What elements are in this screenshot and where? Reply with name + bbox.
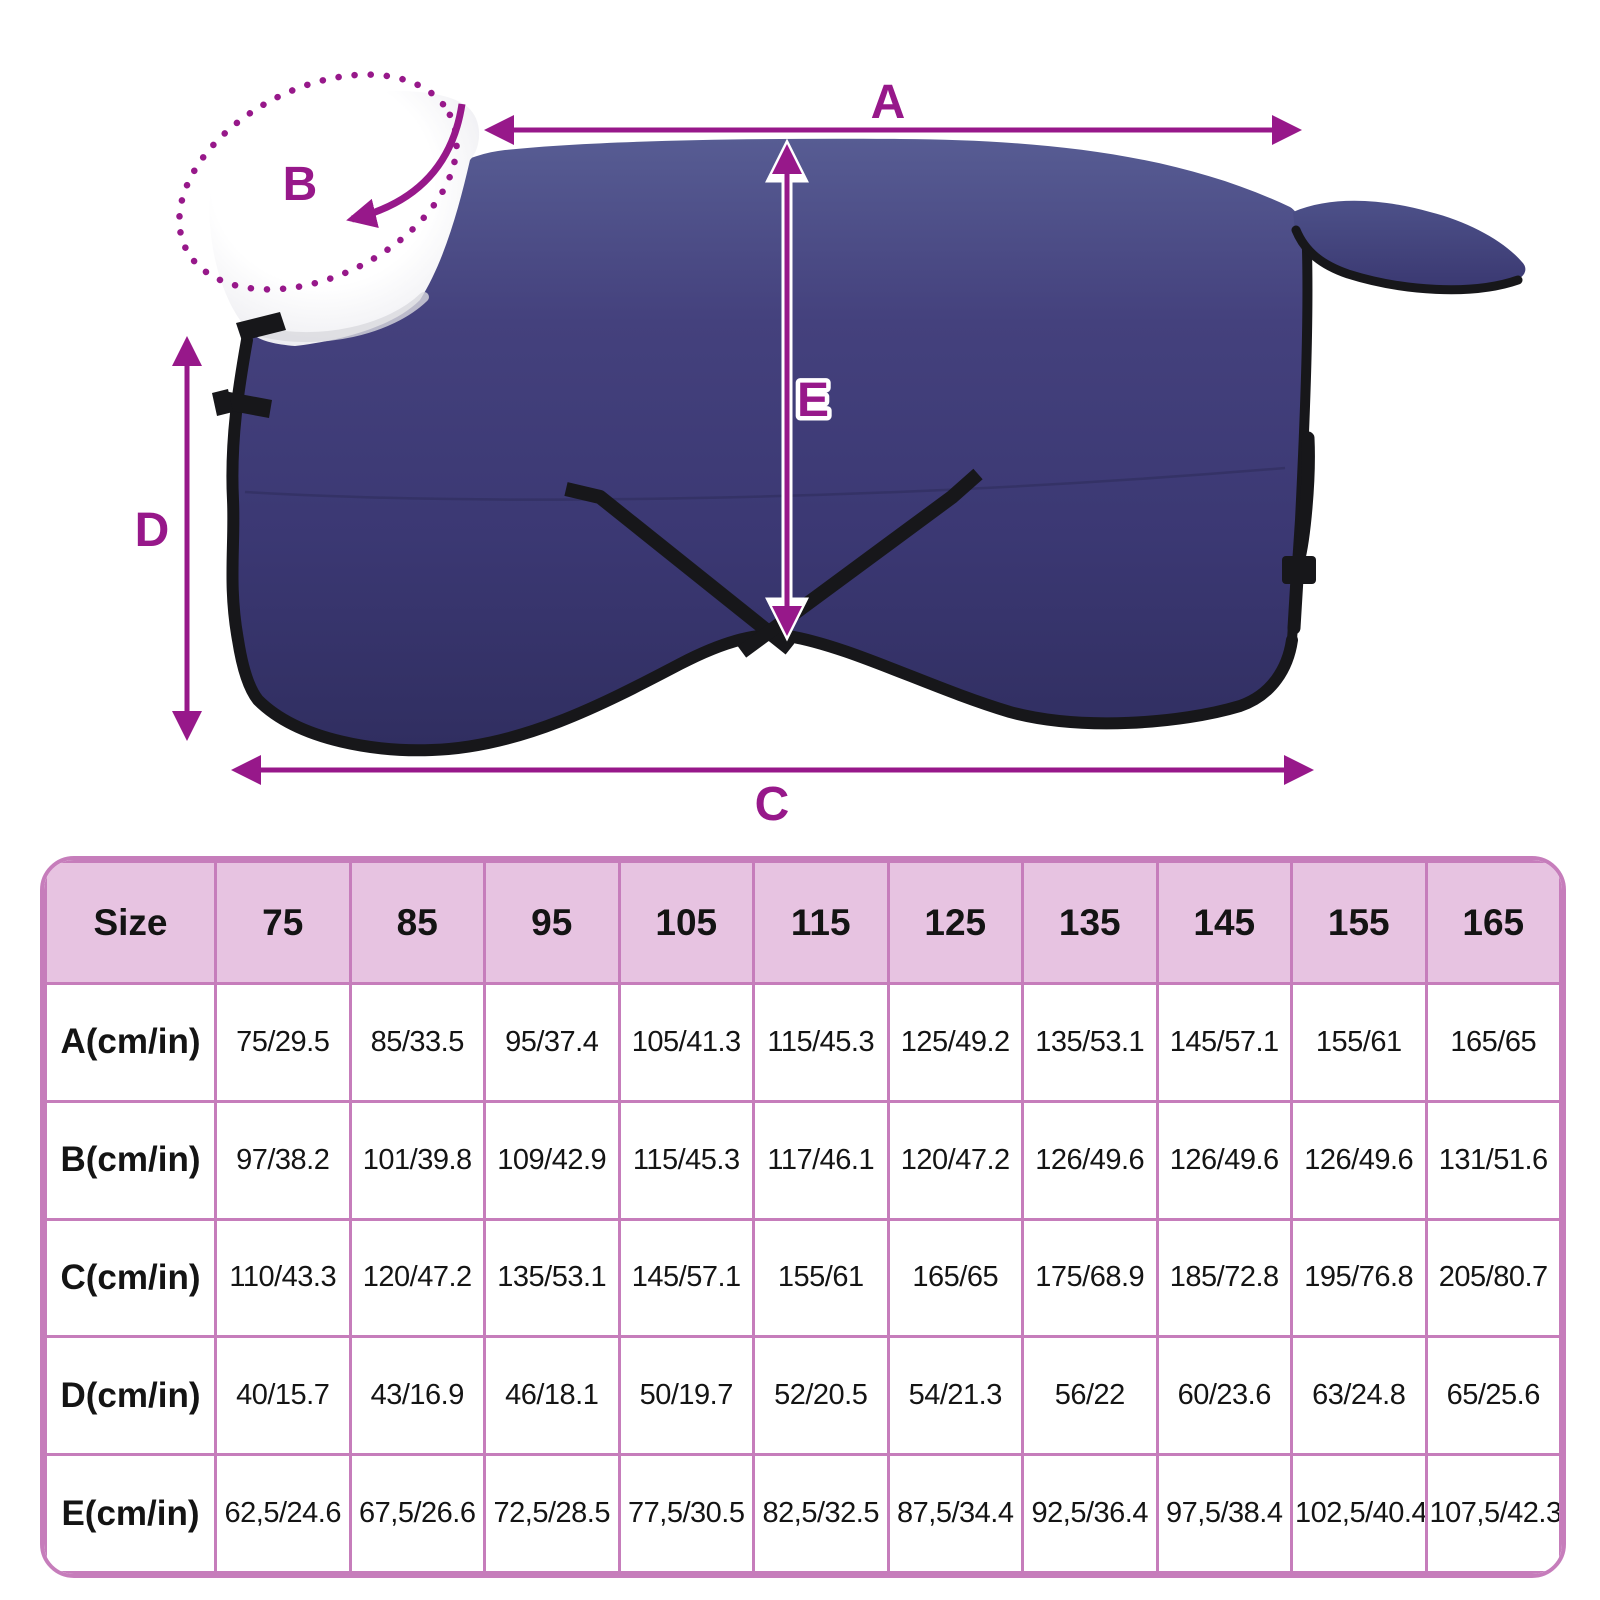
measure-ellipse-b xyxy=(176,71,460,293)
fleece-collar xyxy=(209,91,480,346)
size-header-cell: 105 xyxy=(617,860,755,985)
value-cell: 43/16.9 xyxy=(348,1335,486,1457)
size-table-header-row: Size 75 85 95 105 115 125 135 145 155 165 xyxy=(44,860,1562,985)
value-cell: 165/65 xyxy=(886,1217,1024,1339)
measure-label-c: C xyxy=(755,778,790,831)
value-cell: 120/47.2 xyxy=(348,1217,486,1339)
chest-tab-lower xyxy=(221,391,272,418)
chest-tab-keeper xyxy=(212,389,233,416)
value-cell: 87,5/34.4 xyxy=(886,1453,1024,1574)
rear-strap-buckle xyxy=(1282,556,1316,584)
size-table-body: Size 75 85 95 105 115 125 135 145 155 165 A(cm/in) 7… xyxy=(44,860,1562,1574)
value-cell: 101/39.8 xyxy=(348,1099,486,1221)
value-cell: 175/68.9 xyxy=(1021,1217,1159,1339)
value-cell: 52/20.5 xyxy=(752,1335,890,1457)
belly-strap-right xyxy=(737,468,983,658)
value-cell: 50/19.7 xyxy=(617,1335,755,1457)
value-cell: 72,5/28.5 xyxy=(483,1453,621,1574)
size-header-cell: 125 xyxy=(886,860,1024,985)
value-cell: 67,5/26.6 xyxy=(348,1453,486,1574)
measure-label-a: A xyxy=(871,76,906,129)
value-cell: 126/49.6 xyxy=(1290,1099,1428,1221)
size-table-row: D(cm/in) 40/15.7 43/16.9 46/18.1 50/19.7 52/2… xyxy=(44,1335,1562,1457)
value-cell: 120/47.2 xyxy=(886,1099,1024,1221)
row-label-cell: B(cm/in) xyxy=(44,1099,217,1221)
value-cell: 77,5/30.5 xyxy=(617,1453,755,1574)
size-header-cell: 75 xyxy=(214,860,352,985)
value-cell: 135/53.1 xyxy=(1021,982,1159,1103)
value-cell: 97/38.2 xyxy=(214,1099,352,1221)
collar-fold-shadow xyxy=(257,292,429,342)
value-cell: 105/41.3 xyxy=(617,982,755,1103)
value-cell: 117/46.1 xyxy=(752,1099,890,1221)
row-label-cell: E(cm/in) xyxy=(44,1453,217,1574)
measure-label-b: B xyxy=(283,158,318,211)
value-cell: 135/53.1 xyxy=(483,1217,621,1339)
value-cell: 97,5/38.4 xyxy=(1155,1453,1293,1574)
size-table: Size 75 85 95 105 115 125 135 145 155 165 A(cm/in) 7… xyxy=(44,860,1562,1574)
row-label-cell: A(cm/in) xyxy=(44,982,217,1103)
size-header-cell: 95 xyxy=(483,860,621,985)
size-header-cell: 145 xyxy=(1155,860,1293,985)
value-cell: 115/45.3 xyxy=(752,982,890,1103)
value-cell: 95/37.4 xyxy=(483,982,621,1103)
value-cell: 54/21.3 xyxy=(886,1335,1024,1457)
size-table-row: A(cm/in) 75/29.5 85/33.5 95/37.4 105/41.3 115… xyxy=(44,982,1562,1103)
value-cell: 145/57.1 xyxy=(617,1217,755,1339)
value-cell: 92,5/36.4 xyxy=(1021,1453,1159,1574)
blanket-seam xyxy=(244,466,1286,501)
value-cell: 62,5/24.6 xyxy=(214,1453,352,1574)
size-header-cell: 165 xyxy=(1424,860,1562,985)
measure-label-e: E xyxy=(797,374,829,427)
row-label-cell: D(cm/in) xyxy=(44,1335,217,1457)
chest-tab-upper xyxy=(236,312,286,341)
size-table-row: E(cm/in) 62,5/24.6 67,5/26.6 72,5/28.5 77,5/… xyxy=(44,1453,1562,1574)
value-cell: 109/42.9 xyxy=(483,1099,621,1221)
value-cell: 131/51.6 xyxy=(1424,1099,1562,1221)
tail-flap xyxy=(1293,200,1526,290)
size-table-row: B(cm/in) 97/38.2 101/39.8 109/42.9 115/45.3 1… xyxy=(44,1099,1562,1221)
horse-blanket-measurement-diagram: A B C D E xyxy=(135,71,1526,831)
size-header-cell: 155 xyxy=(1290,860,1428,985)
row-label-cell: C(cm/in) xyxy=(44,1217,217,1339)
measure-arc-b xyxy=(346,103,466,228)
value-cell: 115/45.3 xyxy=(617,1099,755,1221)
tail-flap-binding xyxy=(1291,225,1523,295)
size-table-row: C(cm/in) 110/43.3 120/47.2 135/53.1 145/57.1… xyxy=(44,1217,1562,1339)
value-cell: 155/61 xyxy=(752,1217,890,1339)
belly-strap-left xyxy=(564,482,795,655)
blanket-bottom-binding xyxy=(226,334,1298,757)
value-cell: 125/49.2 xyxy=(886,982,1024,1103)
value-cell: 65/25.6 xyxy=(1424,1335,1562,1457)
value-cell: 126/49.6 xyxy=(1155,1099,1293,1221)
value-cell: 126/49.6 xyxy=(1021,1099,1159,1221)
value-cell: 145/57.1 xyxy=(1155,982,1293,1103)
value-cell: 185/72.8 xyxy=(1155,1217,1293,1339)
size-column-title-cell: Size xyxy=(44,860,217,985)
size-header-cell: 135 xyxy=(1021,860,1159,985)
size-header-cell: 115 xyxy=(752,860,890,985)
value-cell: 75/29.5 xyxy=(214,982,352,1103)
value-cell: 40/15.7 xyxy=(214,1335,352,1457)
value-cell: 107,5/42.3 xyxy=(1424,1453,1562,1574)
measure-label-d: D xyxy=(135,504,170,557)
value-cell: 195/76.8 xyxy=(1290,1217,1428,1339)
size-table-container: Size 75 85 95 105 115 125 135 145 155 165 A(cm/in) 7… xyxy=(40,856,1566,1578)
value-cell: 82,5/32.5 xyxy=(752,1453,890,1574)
value-cell: 110/43.3 xyxy=(214,1217,352,1339)
value-cell: 205/80.7 xyxy=(1424,1217,1562,1339)
value-cell: 46/18.1 xyxy=(483,1335,621,1457)
size-header-cell: 85 xyxy=(348,860,486,985)
value-cell: 155/61 xyxy=(1290,982,1428,1103)
value-cell: 56/22 xyxy=(1021,1335,1159,1457)
value-cell: 63/24.8 xyxy=(1290,1335,1428,1457)
value-cell: 165/65 xyxy=(1424,982,1562,1103)
value-cell: 85/33.5 xyxy=(348,982,486,1103)
value-cell: 102,5/40.4 xyxy=(1290,1453,1428,1574)
value-cell: 60/23.6 xyxy=(1155,1335,1293,1457)
